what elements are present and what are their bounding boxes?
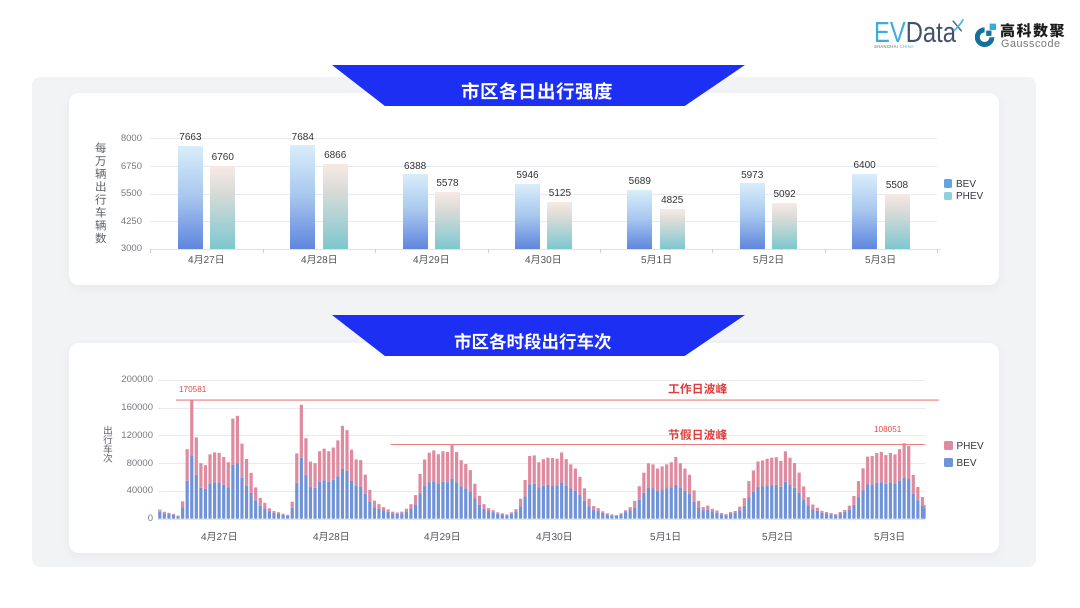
svg-text:SHANGHAI CHINA: SHANGHAI CHINA (874, 44, 914, 49)
